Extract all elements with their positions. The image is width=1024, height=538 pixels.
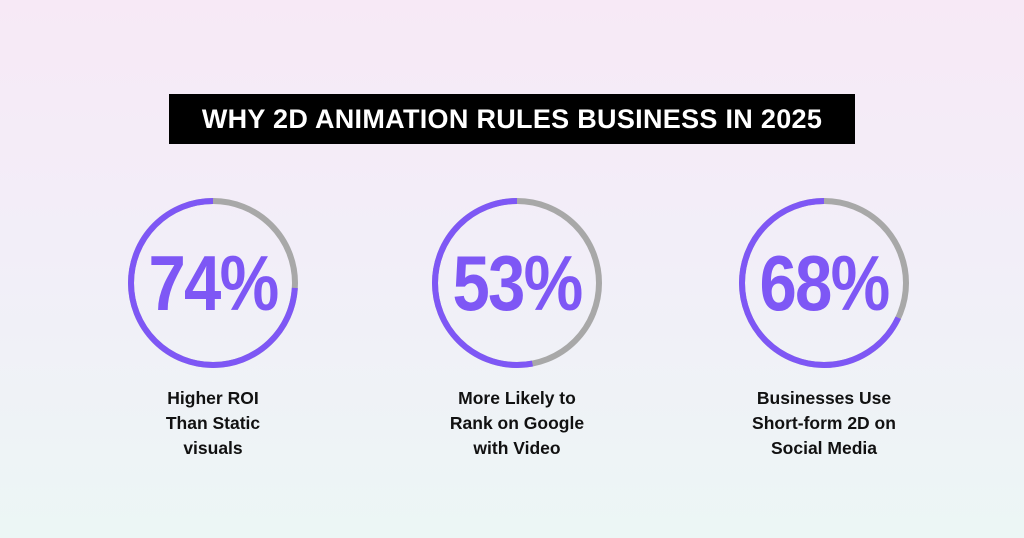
stat-label: More Likely to Rank on Google with Video [397,386,637,461]
stat-value: 68% [759,238,890,327]
stat-label-line: More Likely to [458,388,576,408]
stat-label-line: Social Media [770,438,877,458]
progress-ring-svg [128,198,298,368]
stat-label-line: with Video [473,438,561,458]
page-title: WHY 2D ANIMATION RULES BUSINESS IN 2025 [201,103,823,134]
stat-label: Businesses Use Short-form 2D on Social M… [704,386,944,461]
stat-value: 74% [148,238,279,327]
stat-label-line: Than Static [165,413,261,433]
stat-label-line: Rank on Google [449,413,585,433]
stat-value: 53% [452,238,583,327]
stat-label-line: Higher ROI [167,388,259,408]
title-banner: WHY 2D ANIMATION RULES BUSINESS IN 2025 [169,94,855,144]
stat-label-line: Businesses Use [756,388,892,408]
ring-progress-arc [128,198,298,368]
progress-ring-svg [739,198,909,368]
stat-label-line: visuals [183,438,243,458]
progress-ring-svg [432,198,602,368]
stat-label-line: Short-form 2D on [752,413,896,433]
stat-label: Higher ROI Than Static visuals [93,386,333,461]
ring-progress-arc [739,198,909,368]
ring-progress-arc [432,198,602,368]
